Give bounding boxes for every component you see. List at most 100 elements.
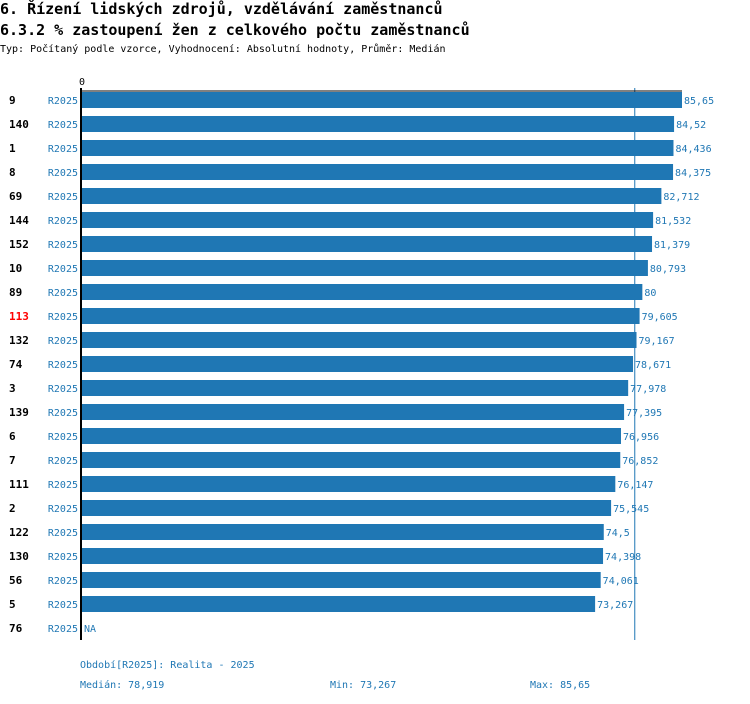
- bar-value-label: 74,398: [605, 552, 641, 563]
- bar-value-label: 77,978: [630, 384, 666, 395]
- row-id-label: 3: [9, 382, 16, 395]
- row-id-label: 10: [9, 262, 22, 275]
- row-id-label: 7: [9, 454, 16, 467]
- bar: [81, 404, 625, 420]
- row-period-label: R2025: [48, 360, 78, 371]
- row-period-label: R2025: [48, 144, 78, 155]
- row-id-label: 9: [9, 94, 16, 107]
- bar: [81, 140, 674, 156]
- row-id-label: 130: [9, 550, 29, 563]
- bar-value-label: 84,52: [676, 120, 706, 131]
- row-period-label: R2025: [48, 432, 78, 443]
- row-period-label: R2025: [48, 624, 78, 635]
- row-id-label: 89: [9, 286, 22, 299]
- bar: [81, 164, 674, 180]
- row-period-label: R2025: [48, 192, 78, 203]
- bar-value-label: 80,793: [650, 264, 686, 275]
- bar-value-label: 77,395: [626, 408, 662, 419]
- row-id-label: 69: [9, 190, 22, 203]
- bar-value-label: 81,532: [655, 216, 691, 227]
- bar: [81, 500, 612, 516]
- row-period-label: R2025: [48, 504, 78, 515]
- bar: [81, 572, 601, 588]
- row-period-label: R2025: [48, 528, 78, 539]
- bar: [81, 524, 604, 540]
- bar: [81, 188, 662, 204]
- bar-value-label: 73,267: [597, 600, 633, 611]
- row-period-label: R2025: [48, 312, 78, 323]
- bar: [81, 236, 653, 252]
- row-period-label: R2025: [48, 288, 78, 299]
- bar-value-label: 80: [644, 288, 656, 299]
- row-id-label: 6: [9, 430, 16, 443]
- bar: [81, 428, 621, 444]
- row-id-label: 132: [9, 334, 29, 347]
- row-id-label: 8: [9, 166, 16, 179]
- row-id-label: 74: [9, 358, 23, 371]
- bar-value-label: 79,167: [639, 336, 675, 347]
- chart-info: Typ: Počítaný podle vzorce, Vyhodnocení:…: [0, 44, 446, 55]
- row-id-label: 140: [9, 118, 29, 131]
- row-period-label: R2025: [48, 456, 78, 467]
- bar-value-label: 84,436: [675, 144, 711, 155]
- row-id-label: 56: [9, 574, 23, 587]
- bar: [81, 452, 621, 468]
- bar: [81, 212, 654, 228]
- bar-value-label: 82,712: [663, 192, 699, 203]
- bar: [81, 476, 616, 492]
- row-id-label: 76: [9, 622, 23, 635]
- bar-value-label: 76,147: [617, 480, 653, 491]
- row-id-label: 5: [9, 598, 16, 611]
- bar-value-label: 74,5: [606, 528, 630, 539]
- bar: [81, 548, 604, 564]
- bar-value-label: 81,379: [654, 240, 690, 251]
- footer-max: Max: 85,65: [530, 680, 591, 691]
- row-period-label: R2025: [48, 264, 78, 275]
- row-id-label: 113: [9, 310, 29, 323]
- row-id-label: 139: [9, 406, 29, 419]
- bar-value-label: 75,545: [613, 504, 649, 515]
- row-period-label: R2025: [48, 384, 78, 395]
- bar-value-label: NA: [84, 624, 96, 635]
- bar: [81, 116, 675, 132]
- bar: [81, 260, 648, 276]
- row-id-label: 152: [9, 238, 29, 251]
- bar: [81, 284, 643, 300]
- bar: [81, 380, 629, 396]
- x-tick-label: 0: [79, 77, 85, 88]
- row-period-label: R2025: [48, 336, 78, 347]
- footer-min: Min: 73,267: [330, 680, 397, 691]
- row-period-label: R2025: [48, 576, 78, 587]
- bar-value-label: 76,956: [623, 432, 659, 443]
- bar: [81, 308, 640, 324]
- row-period-label: R2025: [48, 600, 78, 611]
- row-id-label: 122: [9, 526, 29, 539]
- row-period-label: R2025: [48, 96, 78, 107]
- row-period-label: R2025: [48, 480, 78, 491]
- bar: [81, 356, 634, 372]
- row-id-label: 111: [9, 478, 29, 491]
- row-period-label: R2025: [48, 240, 78, 251]
- bar-value-label: 84,375: [675, 168, 711, 179]
- row-id-label: 1: [9, 142, 16, 155]
- footer-period: Období[R2025]: Realita - 2025: [80, 660, 255, 671]
- bar-value-label: 78,671: [635, 360, 671, 371]
- bar-value-label: 85,65: [684, 96, 714, 107]
- row-period-label: R2025: [48, 120, 78, 131]
- row-id-label: 144: [9, 214, 29, 227]
- row-period-label: R2025: [48, 408, 78, 419]
- chart-title: 6.3.2 % zastoupení žen z celkového počtu…: [0, 21, 470, 39]
- row-period-label: R2025: [48, 552, 78, 563]
- row-period-label: R2025: [48, 168, 78, 179]
- bar: [81, 332, 637, 348]
- row-period-label: R2025: [48, 216, 78, 227]
- bar: [81, 92, 682, 108]
- bar-value-label: 76,852: [622, 456, 658, 467]
- bar-value-label: 79,605: [642, 312, 678, 323]
- row-id-label: 2: [9, 502, 16, 515]
- bar: [81, 596, 596, 612]
- page-title: 6. Řízení lidských zdrojů, vzdělávání za…: [0, 0, 443, 18]
- footer-median: Medián: 78,919: [80, 680, 165, 691]
